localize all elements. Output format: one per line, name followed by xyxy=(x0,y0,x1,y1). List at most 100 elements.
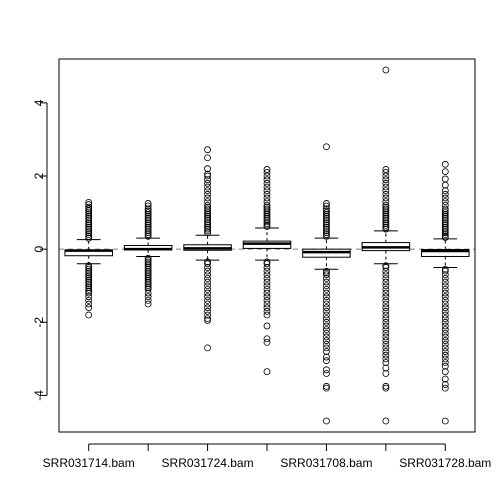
x-axis: SRR031714.bam SRR031724.bam SRR031708.bam S… xyxy=(43,443,491,470)
outlier-point xyxy=(382,166,390,173)
outlier-point xyxy=(441,275,449,282)
outlier-point xyxy=(323,271,330,279)
outlier-point xyxy=(263,211,271,218)
outlier-point xyxy=(323,366,330,374)
outlier-point xyxy=(263,271,271,279)
outlier-point xyxy=(323,221,330,229)
outlier-point xyxy=(382,359,390,366)
outlier-point xyxy=(441,278,449,286)
outlier-point xyxy=(263,179,271,187)
outlier-point xyxy=(382,172,390,180)
outlier-point xyxy=(85,284,93,291)
outlier-point xyxy=(204,223,211,231)
outlier-point xyxy=(144,212,152,220)
outlier-point xyxy=(144,223,152,231)
outlier-point xyxy=(263,201,271,209)
outlier-point xyxy=(204,214,211,222)
outlier-point xyxy=(85,289,93,297)
outlier-point xyxy=(382,340,390,348)
outlier-point xyxy=(382,214,390,222)
outlier-point xyxy=(323,205,330,213)
outlier-point xyxy=(441,362,449,370)
outlier-point xyxy=(263,307,271,315)
outlier-point xyxy=(85,218,93,226)
outlier-point xyxy=(204,154,211,162)
outlier-point xyxy=(382,221,390,229)
outlier-point xyxy=(263,207,271,215)
outlier-point xyxy=(204,278,211,286)
outlier-point xyxy=(323,329,330,337)
outlier-point xyxy=(204,170,211,178)
outlier-point xyxy=(263,187,271,195)
outlier-point xyxy=(263,293,271,301)
outlier-point xyxy=(263,183,271,191)
outlier-point xyxy=(263,258,271,266)
outlier-point xyxy=(441,289,449,297)
outlier-point xyxy=(382,223,390,231)
outlier-point xyxy=(382,190,390,198)
outlier-point xyxy=(382,315,390,323)
outlier-point xyxy=(204,207,211,215)
outlier-point xyxy=(441,318,449,326)
outlier-point xyxy=(441,168,449,176)
outlier-point xyxy=(204,271,211,279)
outlier-point xyxy=(323,282,330,290)
outlier-point xyxy=(441,205,449,213)
outlier-point xyxy=(441,232,449,240)
outlier-point xyxy=(144,227,152,235)
outlier-point xyxy=(382,348,390,355)
outlier-point xyxy=(323,340,330,348)
outlier-point xyxy=(323,214,330,222)
outlier-point xyxy=(204,190,211,198)
outlier-point xyxy=(144,293,152,301)
outlier-point xyxy=(144,269,152,277)
outlier-point xyxy=(323,300,330,308)
outlier-point xyxy=(204,258,211,266)
outlier-point xyxy=(382,337,390,344)
outlier-point xyxy=(323,227,330,235)
outlier-point xyxy=(382,344,390,352)
outlier-point xyxy=(144,207,152,215)
outlier-point xyxy=(144,256,152,264)
outlier-point xyxy=(85,223,93,231)
outlier-point xyxy=(323,333,330,341)
outlier-point xyxy=(85,216,93,224)
outlier-point xyxy=(204,267,211,275)
outlier-point xyxy=(382,212,390,220)
outlier-point xyxy=(382,216,390,224)
outlier-point xyxy=(263,205,271,213)
outlier-point xyxy=(441,384,449,392)
outlier-point xyxy=(85,198,93,206)
outlier-point xyxy=(85,280,93,288)
outlier-point xyxy=(382,318,390,326)
outlier-point xyxy=(323,220,330,227)
outlier-point xyxy=(441,311,449,319)
outlier-point xyxy=(204,275,211,282)
box-SRR031724.bam xyxy=(183,146,232,352)
outlier-point xyxy=(382,289,390,297)
outlier-point xyxy=(382,262,390,270)
outlier-point xyxy=(323,382,330,390)
outlier-point xyxy=(382,211,390,218)
outlier-point xyxy=(263,282,271,290)
outlier-point xyxy=(85,267,93,275)
outlier-point xyxy=(144,221,152,229)
outlier-point xyxy=(85,205,93,213)
outlier-point xyxy=(204,307,211,315)
outlier-point xyxy=(204,194,211,202)
outlier-point xyxy=(204,315,211,323)
outlier-point xyxy=(382,225,390,233)
outlier-point xyxy=(441,351,449,359)
outlier-point xyxy=(323,285,330,293)
outlier-point xyxy=(204,296,211,304)
outlier-point xyxy=(441,315,449,323)
y-tick-label: -2 xyxy=(32,317,46,328)
outlier-point xyxy=(323,202,330,210)
y-axis: -4 -2 0 2 4 xyxy=(32,99,48,401)
outlier-point xyxy=(382,198,390,206)
outlier-point xyxy=(323,384,330,392)
outlier-point xyxy=(323,289,330,297)
outlier-point xyxy=(323,417,330,425)
outlier-point xyxy=(263,212,271,220)
